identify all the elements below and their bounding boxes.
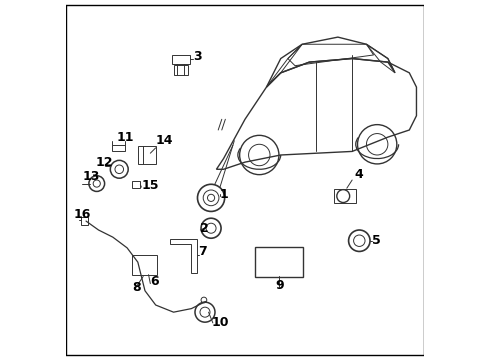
Text: 2: 2 [200, 222, 209, 235]
Text: 14: 14 [156, 134, 173, 147]
Text: 8: 8 [132, 281, 141, 294]
Text: 15: 15 [142, 179, 159, 192]
Text: 5: 5 [372, 234, 381, 247]
Text: 16: 16 [74, 207, 91, 221]
Text: 4: 4 [354, 168, 363, 181]
Text: 11: 11 [117, 131, 134, 144]
Text: 7: 7 [198, 245, 207, 258]
Text: 9: 9 [275, 279, 284, 292]
Text: 3: 3 [193, 50, 202, 63]
Text: 13: 13 [82, 170, 100, 183]
Text: 12: 12 [96, 156, 114, 169]
Text: 6: 6 [150, 275, 159, 288]
Text: 1: 1 [220, 188, 229, 201]
Text: 10: 10 [211, 316, 228, 329]
